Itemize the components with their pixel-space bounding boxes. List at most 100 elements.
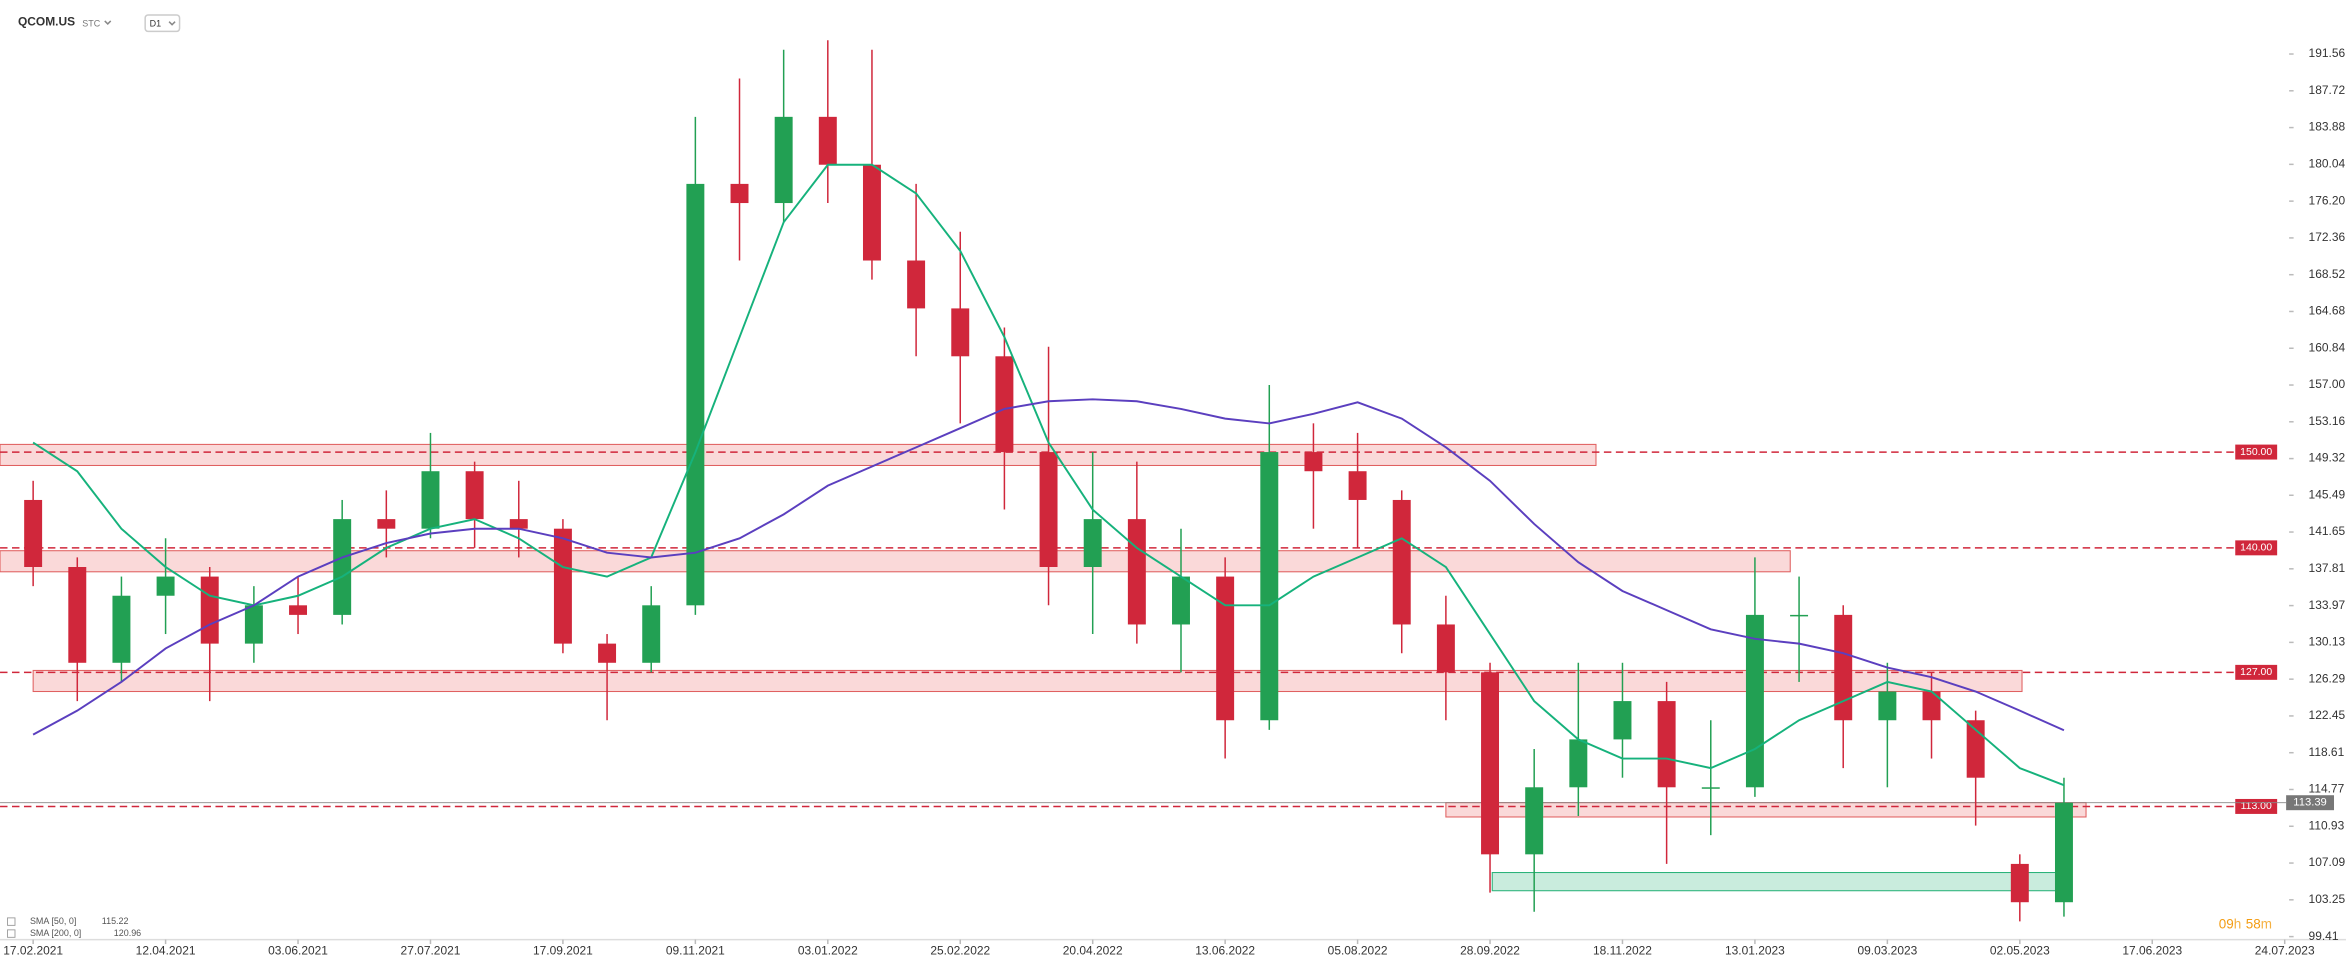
interval[interactable]: D1 — [150, 18, 161, 28]
x-tick-label: 28.09.2022 — [1460, 944, 1520, 958]
y-tick-label: 126.29 — [2309, 671, 2346, 685]
symbol[interactable]: QCOM.US — [18, 15, 75, 29]
x-tick-label: 13.01.2023 — [1725, 944, 1785, 958]
candle-body — [244, 605, 263, 644]
candle-body — [1613, 701, 1632, 740]
level-label: 127.00 — [2240, 667, 2272, 678]
resistance-zone — [0, 443, 1597, 467]
legend-value: 115.22 — [102, 916, 129, 926]
legend-name: SMA [200, 0] — [30, 928, 81, 938]
y-tick-label: 103.25 — [2309, 892, 2346, 906]
x-tick-label: 05.08.2022 — [1328, 944, 1388, 958]
candle-body — [1790, 614, 1809, 617]
candle-body — [377, 519, 396, 529]
current-price-bg — [2286, 795, 2335, 811]
countdown-hours-unit: h — [2234, 916, 2241, 931]
x-tick-label: 13.06.2022 — [1195, 944, 1255, 958]
legend-icon — [7, 929, 16, 938]
candle-body — [200, 576, 219, 644]
x-tick-label: 09.11.2021 — [666, 944, 725, 958]
y-tick-label: 157.00 — [2309, 377, 2346, 391]
y-tick-label: 176.20 — [2309, 193, 2346, 207]
y-tick-label: 168.52 — [2309, 267, 2346, 281]
candle-body — [509, 519, 528, 529]
resistance-zone — [0, 550, 1791, 573]
candle-body — [774, 116, 793, 204]
dropdown-arrow[interactable] — [168, 21, 176, 26]
source[interactable]: STC — [82, 18, 100, 28]
legend-icon — [7, 917, 16, 926]
countdown-minutes: 58 — [2246, 916, 2261, 931]
y-tick-label: 191.56 — [2309, 46, 2346, 60]
x-tick-label: 25.02.2022 — [930, 944, 990, 958]
legend-value: 120.96 — [114, 928, 141, 938]
candle-body — [1392, 499, 1411, 625]
candle-body — [2054, 802, 2073, 903]
y-tick-label: 164.68 — [2309, 304, 2346, 318]
candle-body — [465, 471, 484, 520]
candle-body — [1039, 452, 1058, 568]
candle-body — [1657, 701, 1676, 788]
support-zone — [1491, 872, 2061, 892]
y-tick-label: 145.49 — [2309, 487, 2346, 501]
candle-body — [1745, 614, 1764, 788]
x-tick-label: 02.05.2023 — [1990, 944, 2050, 958]
candle-body — [1878, 691, 1897, 721]
x-tick-label: 03.06.2021 — [268, 944, 328, 958]
y-tick-label: 172.36 — [2309, 230, 2346, 244]
candle-body — [1922, 691, 1941, 721]
interval-box[interactable] — [144, 14, 181, 33]
y-tick-label: 141.65 — [2309, 524, 2346, 538]
candle-body — [1701, 787, 1720, 789]
y-tick-label: 133.97 — [2309, 598, 2346, 612]
y-tick-label: 149.32 — [2309, 451, 2346, 465]
candle-body — [995, 356, 1014, 453]
level-label-bg — [2235, 540, 2278, 556]
candle-body — [1127, 519, 1146, 625]
level-label: 150.00 — [2240, 447, 2272, 458]
legend-name: SMA [50, 0] — [30, 916, 76, 926]
x-tick-label: 17.02.2021 — [3, 944, 63, 958]
x-tick-label: 27.07.2021 — [401, 944, 461, 958]
y-tick-label: 114.77 — [2309, 782, 2345, 796]
candle-body — [1260, 452, 1279, 721]
y-tick-label: 160.84 — [2309, 340, 2346, 354]
candle-body — [642, 605, 661, 663]
x-tick-label: 03.01.2022 — [798, 944, 858, 958]
y-tick-label: 118.61 — [2309, 745, 2345, 759]
candle-body — [598, 643, 617, 663]
x-tick-label: 12.04.2021 — [136, 944, 196, 958]
countdown: 09h 58m — [2219, 916, 2272, 931]
candle-body — [553, 528, 572, 644]
candle-body — [1481, 672, 1500, 855]
candle-body — [2010, 863, 2029, 903]
candle-body — [1834, 614, 1853, 721]
sma-line — [32, 163, 2065, 787]
x-tick-label: 24.07.2023 — [2255, 944, 2315, 958]
candle-body — [730, 183, 749, 204]
x-tick-label: 20.04.2022 — [1063, 944, 1123, 958]
sma-line — [32, 398, 2065, 736]
candle-body — [421, 471, 440, 529]
candle-body — [24, 499, 43, 568]
candle-body — [1569, 739, 1588, 788]
y-tick-label: 99.41 — [2309, 929, 2339, 943]
dropdown-arrow[interactable] — [104, 20, 112, 25]
level-label-bg — [2235, 444, 2278, 460]
candle-body — [1216, 576, 1235, 721]
candle-body — [1348, 471, 1367, 500]
candle-body — [1436, 624, 1455, 673]
candle-body — [1172, 576, 1190, 625]
candle-body — [112, 595, 131, 663]
x-tick-label: 17.09.2021 — [533, 944, 593, 958]
candle-body — [156, 576, 175, 596]
candle-body — [333, 519, 352, 615]
y-tick-label: 137.81 — [2309, 561, 2346, 575]
candle-body — [289, 605, 308, 615]
resistance-zone — [32, 669, 2023, 693]
current-price-label: 113.39 — [2293, 797, 2326, 809]
level-label-bg — [2235, 664, 2278, 680]
candle-body — [1525, 787, 1544, 855]
y-tick-label: 183.88 — [2309, 120, 2346, 134]
